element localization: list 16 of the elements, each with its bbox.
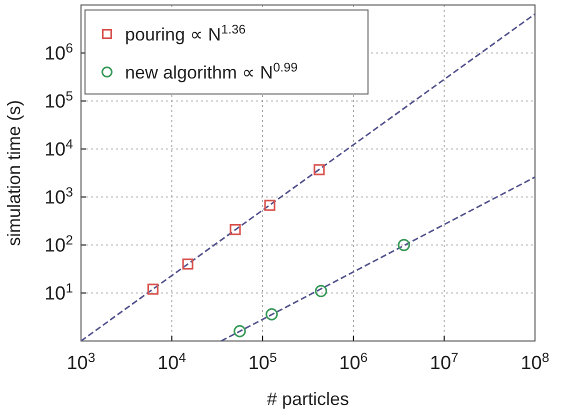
y-tick-label: 10$^{2}$	[44, 232, 73, 257]
y-tick-label: 10$^{3}$	[44, 184, 73, 209]
y-tick-label: 10$^{1}$	[44, 280, 73, 305]
y-tick-label: 10$^{5}$	[44, 88, 73, 113]
x-tick-label: 10$^{4}$	[158, 350, 186, 374]
x-tick-label: 10$^{6}$	[339, 350, 368, 374]
x-tick-label: 10$^{7}$	[430, 350, 458, 374]
y-tick-label: 10$^{4}$	[44, 136, 73, 161]
y-tick-label: 10$^{6}$	[44, 40, 73, 65]
x-tick-label: 10$^{8}$	[520, 350, 550, 374]
x-tick-label: 10$^{5}$	[248, 350, 277, 374]
legend-label: pouring ∝ N$^{1.36}$	[125, 22, 246, 44]
legend-label: new algorithm ∝ N$^{0.99}$	[125, 60, 298, 82]
x-tick-label: 10$^{3}$	[66, 350, 96, 374]
y-axis-title: simulation time (s)	[4, 100, 24, 246]
x-axis-title: # particles	[266, 389, 350, 409]
